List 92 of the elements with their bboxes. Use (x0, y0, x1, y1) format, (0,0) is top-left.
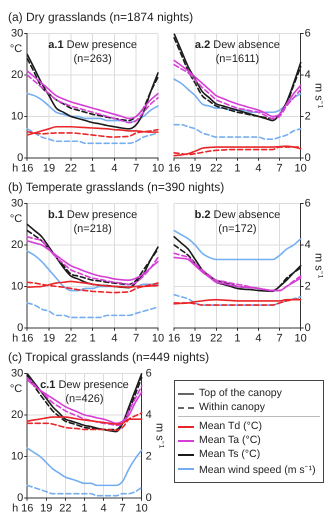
y-tick-label: 10 (10, 110, 24, 122)
text: a.2 Dew absence (194, 39, 280, 52)
y-tick-label: 0 (17, 322, 24, 334)
y-tick-label: 10 (10, 450, 24, 462)
line-series (26, 447, 142, 486)
x-tick-label: 22 (210, 332, 222, 344)
x-tick-label: 7 (276, 162, 283, 174)
text: Within canopy (199, 401, 265, 413)
y2-tick-label: 2 (304, 110, 311, 122)
text: Mean Ta (°C) (199, 434, 261, 446)
x-tick-label: 16 (21, 162, 34, 174)
line-series (173, 124, 302, 140)
y2-tick-label: 2 (304, 280, 311, 292)
y2-tick-label: 0 (304, 152, 311, 164)
x-tick-label: 7 (133, 162, 140, 174)
y-axis-title: °C (10, 43, 22, 56)
x-tick-label: 22 (59, 502, 72, 514)
x-tick-label: 19 (189, 162, 202, 174)
y2-axis-title: m s⁻¹ (153, 423, 166, 449)
x-tick-label: 22 (64, 162, 77, 174)
text: (n=426) (65, 393, 104, 406)
x-tick-label: 16 (21, 332, 34, 344)
x-tick-label: 1 (90, 162, 96, 174)
text: b.1 Dew presence (48, 209, 138, 222)
x-tick-label: 19 (42, 162, 56, 174)
y2-tick-label: 0 (146, 492, 152, 504)
y2-tick-label: 4 (304, 69, 311, 82)
x-tick-label: 4 (111, 162, 118, 174)
x-tick-label: 19 (189, 332, 202, 344)
text: Mean Ts (°C) (199, 448, 260, 460)
x-tick-label: 10 (294, 162, 307, 174)
text: (c) Tropical grasslands (n=449 nights) (8, 350, 210, 364)
text: (n=218) (74, 223, 112, 236)
x-tick-label: 10 (294, 332, 307, 344)
x-tick-label: 19 (42, 332, 56, 344)
y2-tick-label: 6 (146, 368, 152, 380)
x-tick-label: 19 (40, 502, 52, 514)
x-tick-label: 4 (255, 332, 262, 344)
x-tick-label: 16 (168, 332, 180, 344)
x-tick-label: 10 (136, 502, 148, 514)
y-tick-label: 20 (10, 239, 24, 252)
line-series (26, 54, 159, 130)
y-tick-label: 0 (17, 492, 24, 504)
y-tick-label: 30 (10, 198, 24, 210)
x-tick-label: 4 (111, 332, 118, 344)
y-tick-label: 20 (10, 69, 24, 82)
x-tick-label: 1 (234, 332, 240, 344)
x-tick-label: 4 (255, 162, 262, 174)
y2-tick-label: 4 (304, 239, 311, 252)
x-tick-label: 22 (210, 162, 222, 174)
text: (b) Temperate grasslands (n=390 nights) (8, 180, 224, 194)
text: a.1 Dew presence (48, 39, 137, 52)
x-tick-label: 1 (90, 332, 96, 344)
x-tick-label: 4 (100, 502, 107, 514)
x-tick-label: 1 (234, 162, 240, 174)
y2-tick-label: 4 (146, 409, 152, 422)
x-tick-label: 7 (276, 332, 283, 344)
y2-tick-label: 2 (146, 450, 152, 462)
y-tick-label: 10 (10, 280, 24, 292)
text: c.1 Dew presence (40, 379, 129, 392)
y-tick-label: 0 (17, 152, 24, 164)
text: (n=263) (74, 53, 112, 66)
line-series (173, 78, 302, 114)
x-tick-label: 16 (21, 502, 34, 514)
text: (a) Dry grasslands (n=1874 nights) (8, 10, 194, 24)
x-tick-label: 1 (81, 502, 88, 514)
text: (n=172) (218, 223, 257, 236)
text: Mean Td (°C) (199, 420, 262, 432)
text: Top of the canopy (199, 387, 282, 399)
x-axis-title: h (12, 332, 18, 344)
x-axis-title: h (12, 502, 18, 514)
x-tick-label: 16 (168, 162, 180, 174)
x-tick-label: 10 (152, 162, 164, 174)
y2-tick-label: 0 (304, 322, 311, 334)
line-series (173, 294, 302, 306)
y-tick-label: 30 (10, 368, 24, 380)
y-axis-title: °C (10, 213, 22, 226)
y2-tick-label: 6 (304, 198, 311, 210)
x-axis-title: h (12, 162, 18, 174)
y2-axis-title: m s⁻¹ (312, 83, 324, 109)
text: Mean wind speed (m s⁻¹) (199, 463, 316, 476)
y2-tick-label: 6 (304, 28, 311, 40)
y-axis-title: °C (10, 383, 22, 396)
x-tick-label: 22 (64, 332, 77, 344)
x-tick-label: 7 (133, 332, 140, 344)
text: (n=1611) (216, 53, 260, 66)
text: b.2 Dew absence (194, 209, 280, 222)
y2-axis-title: m s⁻¹ (312, 253, 324, 279)
y-tick-label: 20 (10, 409, 24, 422)
x-tick-label: 7 (120, 502, 126, 514)
y-tick-label: 30 (10, 28, 24, 40)
x-tick-label: 10 (152, 332, 164, 344)
